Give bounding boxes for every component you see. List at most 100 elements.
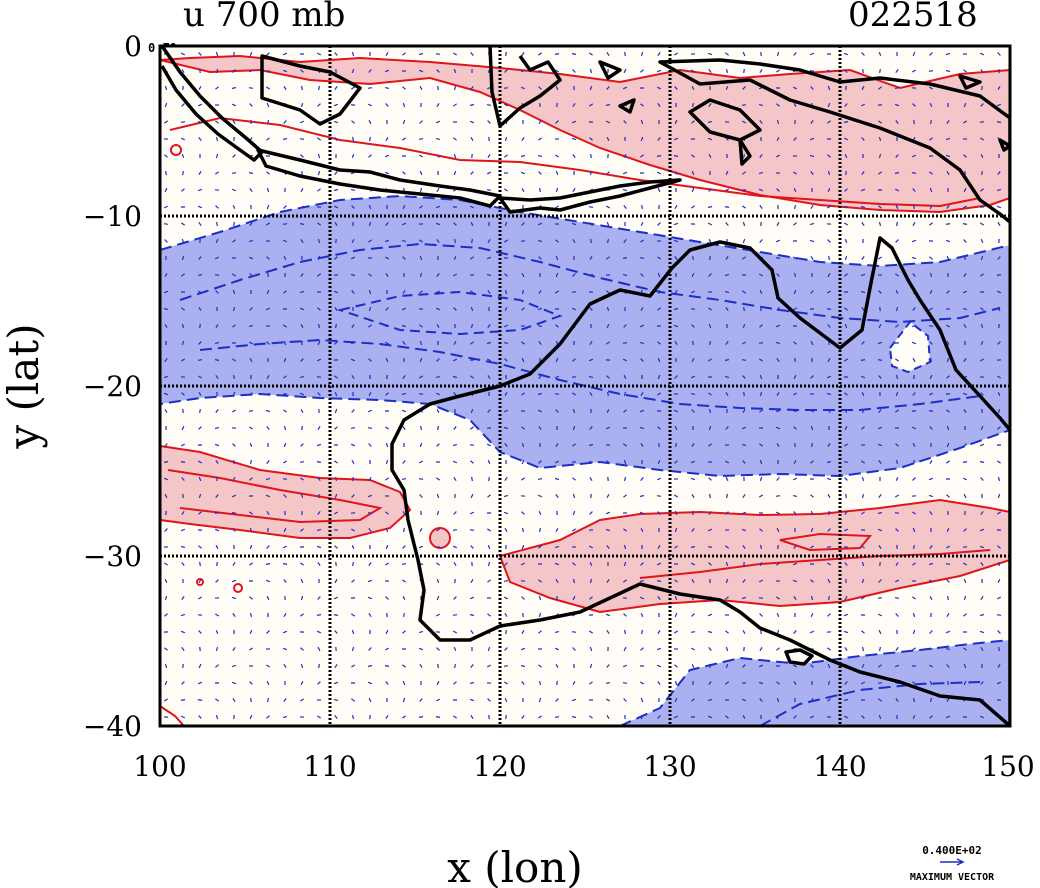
wind-vector: [163, 477, 169, 481]
wind-vector: [708, 273, 712, 277]
wind-vector: [810, 579, 814, 583]
wind-vector: [164, 613, 168, 617]
wind-vector: [555, 120, 559, 124]
wind-vector: [895, 613, 899, 617]
wind-vector: [725, 715, 729, 719]
wind-vector: [385, 714, 389, 720]
wind-vector: [469, 529, 475, 531]
wind-vector: [521, 307, 525, 311]
wind-vector: [214, 341, 220, 345]
wind-vector: [555, 324, 559, 328]
wind-vector: [725, 85, 729, 91]
wind-vector: [589, 596, 593, 600]
wind-vector: [606, 306, 610, 312]
wind-vector: [301, 425, 303, 431]
wind-vector: [675, 680, 677, 686]
wind-vector: [333, 274, 339, 276]
wind-vector: [333, 614, 339, 616]
wind-vector: [725, 663, 729, 669]
wind-vector: [367, 494, 373, 498]
wind-vector: [963, 647, 967, 651]
wind-vector: [674, 86, 678, 90]
wind-vector: [505, 51, 507, 57]
wind-vector: [691, 494, 695, 498]
wind-vector: [810, 171, 814, 175]
wind-vector: [333, 375, 339, 379]
wind-vector: [419, 698, 423, 702]
wind-vector: [555, 255, 559, 261]
wind-vector: [555, 409, 559, 413]
wind-vector: [317, 681, 321, 685]
wind-vector: [537, 52, 543, 56]
wind-vector: [640, 119, 644, 125]
wind-vector: [487, 561, 491, 567]
wind-vector: [741, 682, 747, 684]
wind-vector: [249, 272, 253, 278]
wind-vector: [725, 68, 729, 74]
wind-vector: [606, 290, 610, 294]
wind-vector: [911, 426, 917, 430]
wind-vector: [708, 681, 712, 685]
wind-vector: [334, 545, 338, 549]
wind-vector: [588, 291, 594, 293]
wind-vector: [180, 443, 186, 447]
wind-vector: [607, 153, 609, 159]
wind-vector: [945, 154, 951, 158]
wind-vector: [350, 528, 356, 532]
plot-title: u 700 mb: [183, 0, 345, 35]
wind-vector: [640, 51, 644, 57]
wind-vector: [283, 255, 287, 261]
wind-vector: [300, 239, 304, 243]
wind-vector: [248, 426, 254, 430]
wind-vector: [215, 290, 219, 294]
wind-vector: [299, 477, 305, 481]
wind-vector: [181, 562, 185, 566]
wind-vector: [215, 409, 219, 413]
wind-vector: [384, 665, 390, 667]
wind-vector: [860, 460, 866, 464]
wind-vector: [996, 205, 1002, 209]
wind-vector: [334, 578, 338, 584]
wind-vector: [827, 409, 831, 413]
wind-vector: [911, 256, 917, 260]
wind-vector: [894, 494, 900, 498]
wind-vector: [470, 460, 474, 464]
wind-vector: [844, 255, 848, 261]
wind-vector: [860, 205, 866, 209]
wind-vector: [452, 545, 458, 549]
wind-vector: [250, 459, 252, 465]
wind-vector: [623, 68, 627, 74]
wind-vector: [673, 409, 679, 413]
wind-vector: [657, 307, 661, 311]
wind-vector: [180, 528, 186, 532]
wind-vector: [707, 206, 713, 208]
wind-vector: [979, 222, 985, 226]
wind-vector: [726, 493, 728, 499]
wind-vector: [878, 664, 882, 668]
wind-vector: [640, 306, 644, 312]
wind-vector: [231, 273, 237, 277]
wind-vector: [656, 155, 662, 157]
wind-vector: [776, 306, 780, 312]
wind-vector: [894, 273, 900, 277]
wind-vector: [334, 221, 338, 227]
wind-vector: [912, 477, 916, 481]
wind-vector: [368, 391, 372, 397]
wind-vector: [878, 408, 882, 414]
coastline-java: [256, 148, 502, 208]
wind-vector: [436, 323, 440, 329]
wind-vector: [861, 545, 865, 549]
wind-vector: [606, 238, 610, 244]
wind-vector: [334, 460, 338, 464]
wind-vector: [826, 647, 832, 651]
wind-vector: [435, 53, 441, 55]
wind-vector: [470, 664, 474, 668]
wind-vector: [640, 136, 644, 142]
wind-vector: [589, 170, 593, 176]
wind-vector: [197, 375, 203, 379]
wind-vector: [912, 562, 916, 566]
wind-vector: [282, 137, 288, 141]
wind-vector: [912, 596, 916, 600]
wind-vector: [912, 714, 916, 720]
wind-vector: [265, 307, 271, 311]
